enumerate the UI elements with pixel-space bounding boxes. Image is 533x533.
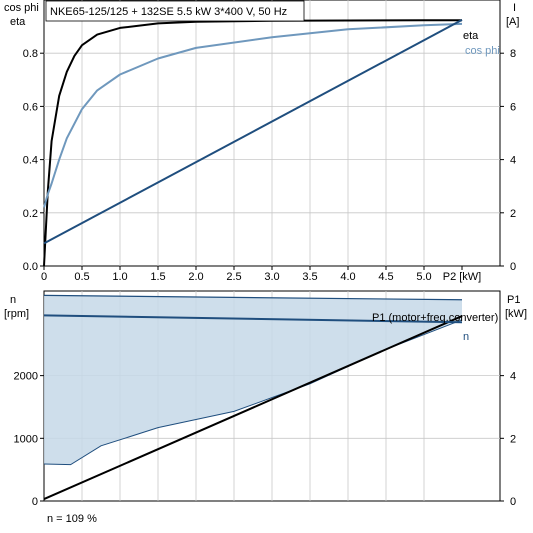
top-ytick-label-left-1: 0.2: [23, 208, 38, 220]
top-gridlines: [40, 0, 504, 270]
bottom-ylabel-right-2: [kW]: [505, 308, 527, 320]
legend-cos-phi: cos phi: [465, 45, 500, 57]
top-series-layer: [43, 19, 463, 267]
bottom-ytick-label-right-0: 0: [510, 496, 516, 508]
top-xtick-label-4: 2.0: [188, 271, 203, 283]
top-series-cos-phi-line: [43, 22, 463, 208]
legend-n: n: [463, 331, 469, 343]
top-ytick-label-right-0: 0: [510, 261, 516, 273]
top-tick-labels: 0 0.5 1.0 1.5 2.0 2.5 3.0 3.5 4.0 4.5 5.0 P2 [kW] 0.…: [23, 48, 516, 283]
top-ytick-label-left-0: 0.0: [23, 261, 38, 273]
bottom-plot: 0 1000 2000 0 2 4 n [rpm] P1 [kW] P1 (motor+f…: [4, 290, 527, 525]
top-xtick-label-8: 4.0: [340, 271, 355, 283]
bottom-ytick-label-left-2: 2000: [14, 371, 38, 383]
bottom-band-fill: [44, 295, 462, 465]
top-ytick-label-left-2: 0.4: [23, 155, 38, 167]
top-plot: 0 0.5 1.0 1.5 2.0 2.5 3.0 3.5 4.0 4.5 5.0 P2 [kW] 0.…: [4, 0, 519, 283]
top-series-eta-line: [43, 19, 462, 267]
bottom-tick-labels: 0 1000 2000 0 2 4: [14, 371, 517, 508]
chart-title: NKE65-125/125 + 132SE 5.5 kW 3*400 V, 50…: [50, 6, 287, 18]
top-xtick-label-0: 0: [41, 271, 47, 283]
bottom-series-n-line: [43, 314, 463, 324]
chart-title-box: [45, 0, 305, 22]
top-ytick-label-left-4: 0.8: [23, 48, 38, 60]
top-ylabel-right-2: [A]: [506, 16, 519, 28]
bottom-band-upper-edge: [43, 294, 463, 301]
top-ylabel-right-1: I: [513, 2, 516, 14]
top-xtick-label-1: 0.5: [74, 271, 89, 283]
top-ytick-label-right-1: 2: [510, 208, 516, 220]
bottom-series-p1-line: [43, 315, 463, 501]
top-xtick-label-3: 1.5: [150, 271, 165, 283]
top-xtick-label-10: 5.0: [416, 271, 431, 283]
bottom-ylabel-left-2: [rpm]: [4, 308, 29, 320]
legend-eta: eta: [463, 30, 479, 42]
top-ytick-label-right-3: 6: [510, 101, 516, 113]
bottom-ylabel-left-1: n: [10, 294, 16, 306]
top-series-I-line: [43, 19, 463, 245]
top-ylabel-left-1: cos phi: [4, 2, 39, 14]
bottom-ytick-label-right-2: 4: [510, 371, 516, 383]
top-xtick-label-2: 1.0: [112, 271, 127, 283]
top-ytick-label-left-3: 0.6: [23, 101, 38, 113]
top-xtick-label-5: 2.5: [226, 271, 241, 283]
bottom-ytick-label-right-1: 2: [510, 433, 516, 445]
speed-annotation: n = 109 %: [47, 513, 97, 525]
top-xtick-label-9: 4.5: [378, 271, 393, 283]
top-xtick-label-11: P2 [kW]: [443, 271, 482, 283]
top-xtick-label-6: 3.0: [264, 271, 279, 283]
bottom-ytick-label-left-0: 0: [32, 496, 38, 508]
bottom-series-layer: [43, 314, 463, 501]
top-ytick-label-right-4: 8: [510, 48, 516, 60]
legend-p1: P1 (motor+freq.converter): [372, 312, 498, 324]
top-ylabel-left-2: eta: [10, 16, 26, 28]
top-ytick-label-right-2: 4: [510, 155, 516, 167]
bottom-ytick-label-left-1: 1000: [14, 433, 38, 445]
bottom-ylabel-right-1: P1: [507, 294, 520, 306]
top-xtick-label-7: 3.5: [302, 271, 317, 283]
